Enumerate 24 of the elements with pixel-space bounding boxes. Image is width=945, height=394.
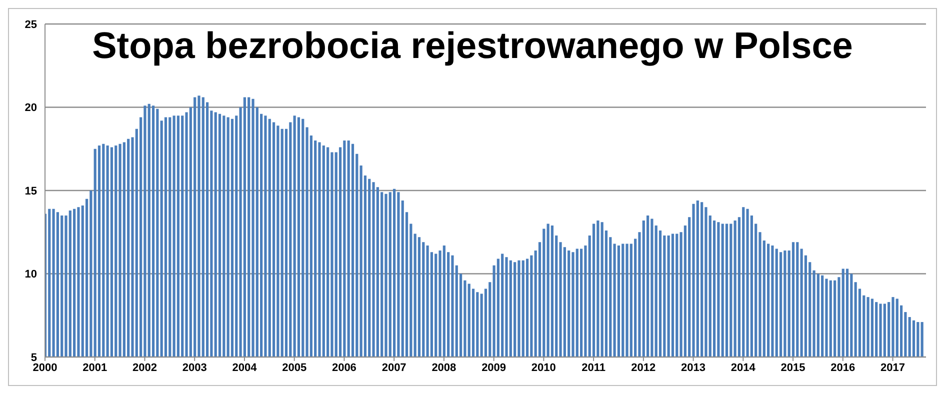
x-tick-label: 2017	[880, 362, 905, 374]
x-tick-label: 2016	[830, 362, 856, 374]
x-tick-label: 2006	[332, 362, 356, 374]
x-tick-label: 2001	[82, 362, 108, 374]
x-tick-label: 2003	[182, 362, 207, 374]
y-tick-label: 25	[24, 18, 37, 31]
y-tick-label: 20	[24, 102, 37, 114]
x-tick-label: 2014	[730, 362, 756, 374]
x-tick-label: 2015	[780, 362, 806, 374]
x-tick-label: 2009	[482, 362, 506, 374]
x-tick-label: 2002	[132, 362, 157, 374]
x-tick-label: 2012	[631, 362, 656, 374]
x-tick-label: 2010	[531, 362, 556, 374]
x-tick-label: 2008	[432, 362, 456, 374]
y-tick-label: 5	[30, 352, 37, 364]
y-tick-label: 15	[24, 185, 37, 198]
x-tick-label: 2007	[382, 362, 406, 374]
x-tick-label: 2004	[232, 362, 258, 374]
x-tick-label: 2011	[582, 362, 606, 374]
y-tick-label: 10	[24, 268, 37, 281]
x-tick-label: 2013	[681, 362, 706, 374]
chart-title: Stopa bezrobocia rejestrowanego w Polsce	[92, 25, 853, 66]
x-tick-label: 2000	[32, 362, 58, 374]
x-tick-label: 2005	[282, 362, 307, 374]
